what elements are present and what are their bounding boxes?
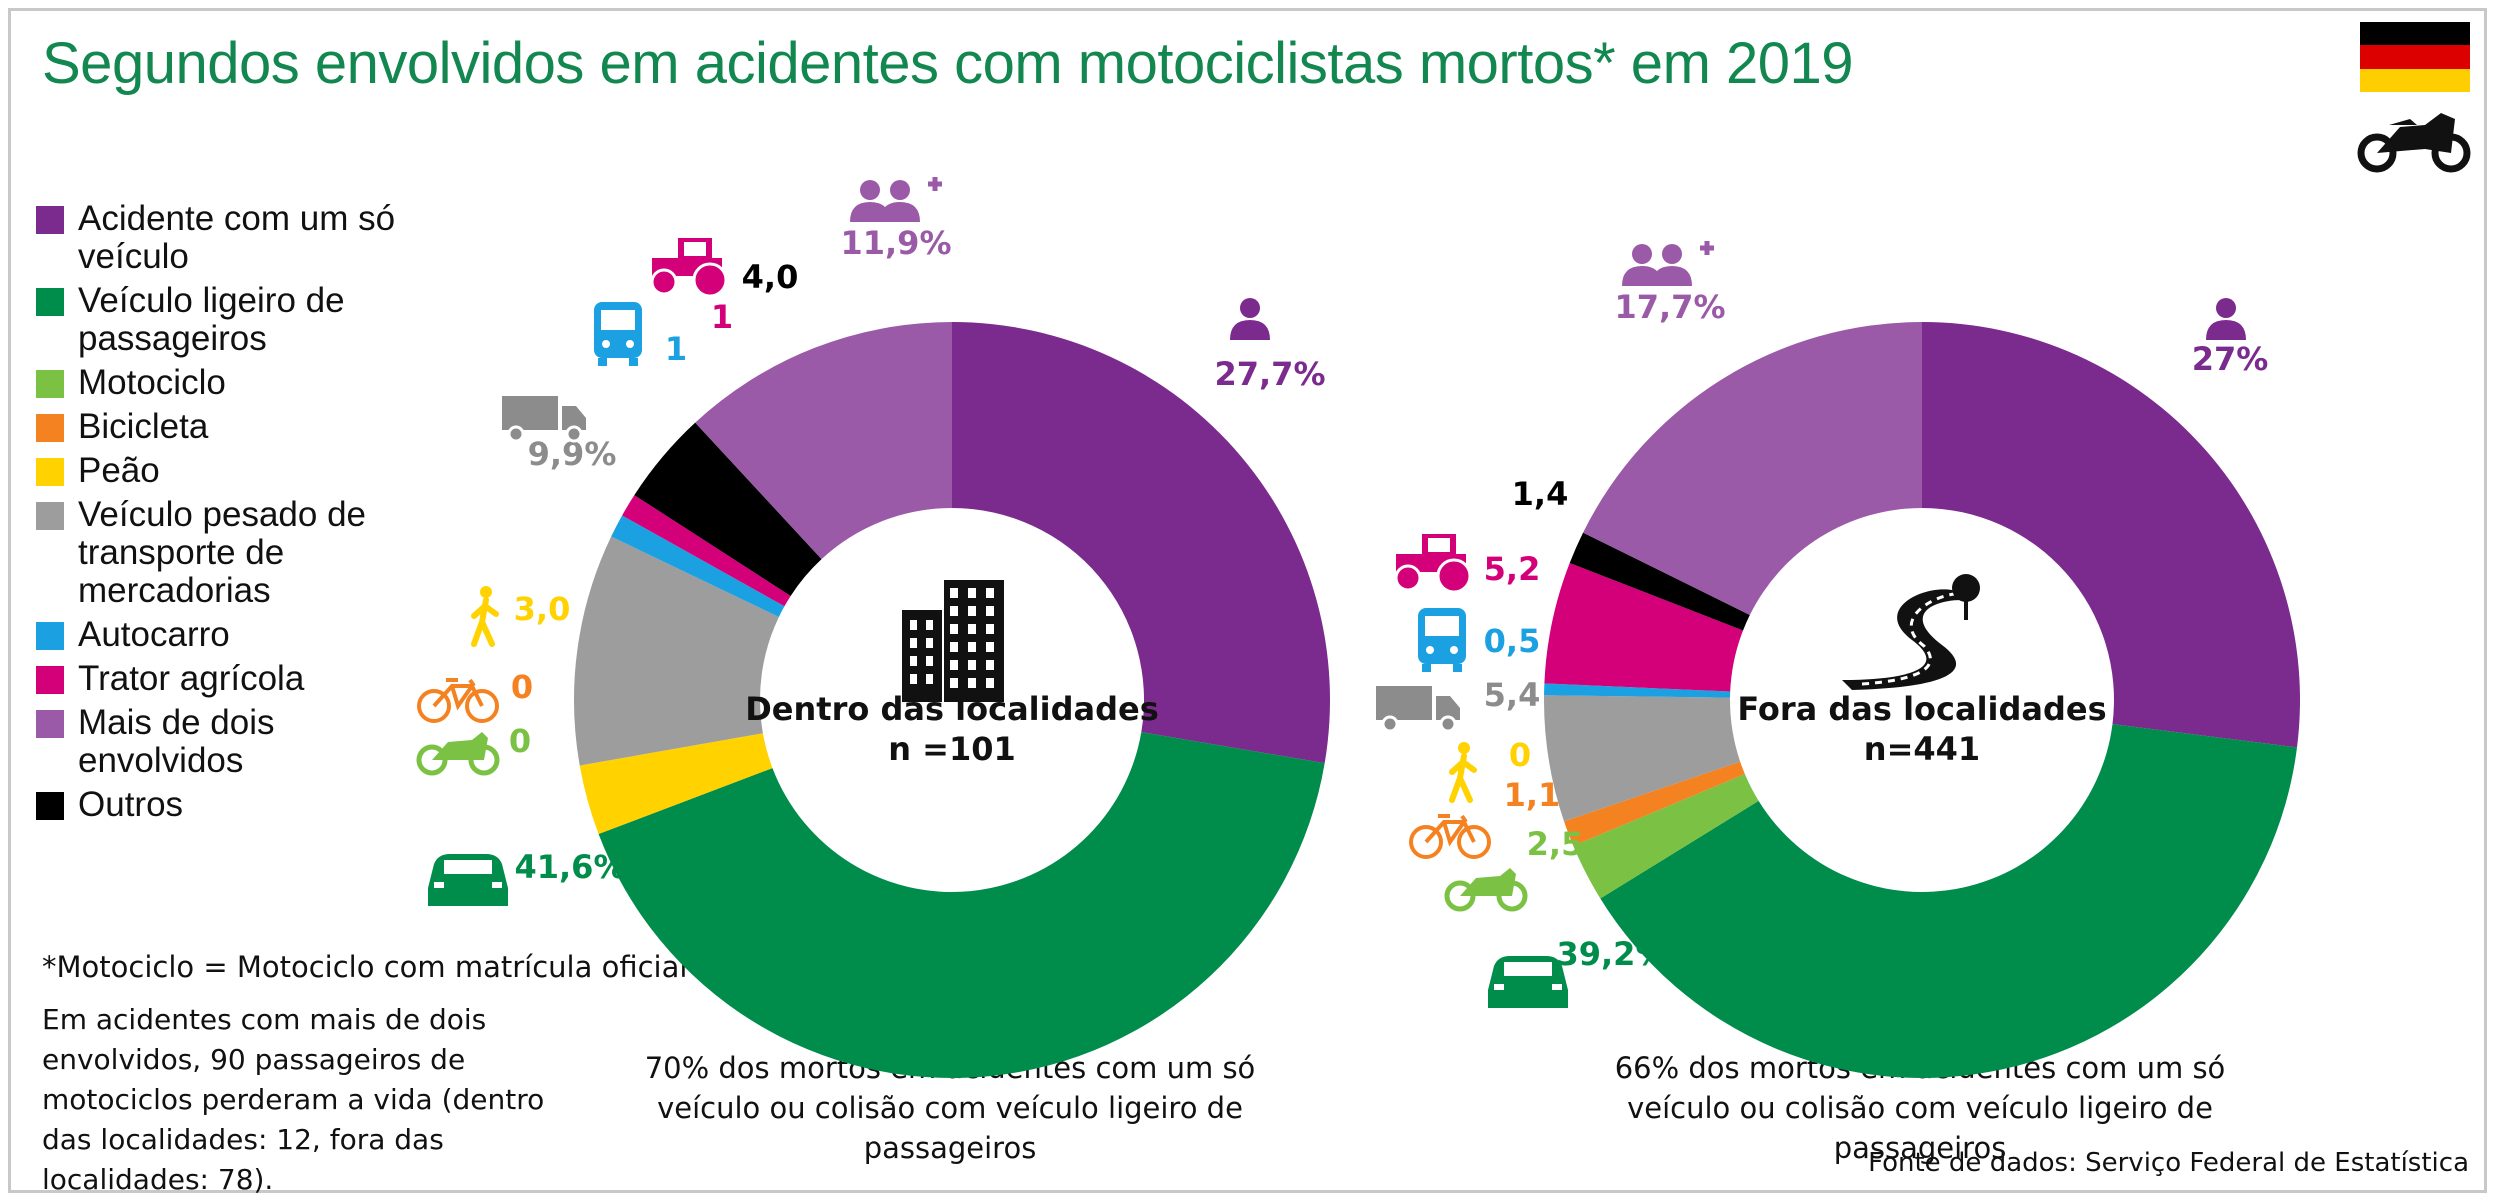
tractor-icon — [650, 238, 728, 298]
slice-single — [1922, 322, 2300, 748]
germany-flag-icon — [2360, 22, 2470, 92]
legend-swatch — [36, 370, 64, 398]
data-label-single: 27% — [2192, 340, 2269, 378]
data-label-single: 27,7% — [1214, 355, 1325, 393]
legend-item: Outros — [36, 786, 436, 824]
legend-item: Veículo pesado de transporte de mercador… — [36, 496, 436, 610]
legend-label: Autocarro — [78, 615, 230, 654]
legend-label: Motociclo — [78, 363, 226, 402]
ped-icon — [1449, 742, 1477, 803]
slice-bus — [1544, 683, 1731, 698]
car-icon — [428, 854, 508, 906]
slice-tractor — [1544, 563, 1744, 692]
legend-swatch — [36, 710, 64, 738]
tractor-icon — [1394, 534, 1472, 594]
multi-icon — [850, 177, 942, 222]
legend-label: Trator agrícola — [78, 659, 305, 698]
slice-moto — [1573, 774, 1759, 899]
ped-icon — [471, 586, 499, 647]
legend-label: Peão — [78, 451, 160, 490]
chart-center-title: Fora das localidades — [1737, 690, 2106, 728]
data-label-other: 1,4 — [1512, 475, 1569, 513]
slice-truck — [1544, 695, 1741, 822]
slice-tractor — [622, 495, 791, 607]
moto-icon — [1444, 868, 1528, 912]
legend-label: Outros — [78, 785, 184, 824]
data-label-bus: 1 — [665, 330, 687, 368]
data-label-tractor: 1 — [711, 298, 733, 336]
data-label-other: 4,0 — [742, 258, 799, 296]
multi-icon — [1622, 241, 1714, 286]
legend-item: Peão — [36, 452, 436, 490]
legend-item: Mais de dois envolvidos — [36, 704, 436, 780]
legend-label: Bicicleta — [78, 407, 209, 446]
chart-center-n: n=441 — [1864, 730, 1980, 768]
data-label-ped: 3,0 — [514, 590, 571, 628]
moto-icon — [416, 732, 500, 776]
legend-swatch — [36, 288, 64, 316]
chart-center-title: Dentro das localidades — [745, 690, 1159, 728]
slice-other — [634, 422, 822, 596]
slice-bus — [611, 515, 785, 617]
legend: Acidente com um só veículo Veículo ligei… — [36, 200, 436, 830]
slice-other — [1569, 532, 1750, 631]
legend-swatch — [36, 206, 64, 234]
slice-bike — [1563, 761, 1745, 846]
data-label-multi: 11,9% — [840, 224, 951, 262]
legend-swatch — [36, 458, 64, 486]
slice-car — [1600, 724, 2298, 1078]
legend-swatch — [36, 502, 64, 530]
car-icon — [1488, 956, 1568, 1008]
chart-center-n: n =101 — [888, 730, 1016, 768]
building-icon — [902, 580, 1004, 702]
slice-ped — [579, 733, 773, 835]
data-label-bus: 0,5 — [1484, 622, 1541, 660]
motorcycle-icon — [2357, 113, 2471, 173]
truck-icon — [502, 396, 586, 443]
legend-item: Veículo ligeiro de passageiros — [36, 282, 436, 358]
data-label-ped: 0 — [1509, 736, 1531, 774]
legend-label: Mais de dois envolvidos — [78, 703, 275, 780]
bike-icon — [417, 678, 499, 723]
legend-swatch — [36, 414, 64, 442]
data-label-bike: 1,1 — [1504, 776, 1561, 814]
passengers-note: Em acidentes com mais de dois envolvidos… — [42, 1003, 545, 1196]
legend-item: Motociclo — [36, 364, 436, 402]
legend-item: Autocarro — [36, 616, 436, 654]
single-icon — [2206, 298, 2246, 340]
legend-swatch — [36, 666, 64, 694]
data-label-car: 39,2% — [1556, 935, 1667, 973]
data-label-bike: 0 — [511, 668, 533, 706]
data-label-moto: 2,5 — [1527, 825, 1584, 863]
slice-multi — [695, 322, 952, 560]
legend-item: Trator agrícola — [36, 660, 436, 698]
legend-item: Bicicleta — [36, 408, 436, 446]
bus-icon — [594, 302, 642, 366]
data-label-tractor: 5,2 — [1484, 550, 1541, 588]
bus-icon — [1418, 608, 1466, 672]
data-label-moto: 0 — [509, 722, 531, 760]
legend-label: Veículo ligeiro de passageiros — [78, 281, 345, 358]
road-icon — [1842, 574, 1980, 690]
legend-swatch — [36, 792, 64, 820]
data-label-multi: 17,7% — [1614, 288, 1725, 326]
footnote: *Motociclo = Motociclo com matrícula ofi… — [42, 950, 688, 984]
slice-single — [952, 322, 1330, 764]
single-icon — [1230, 298, 1270, 340]
legend-swatch — [36, 622, 64, 650]
slice-truck — [573, 536, 779, 766]
data-source: Fonte de dados: Serviço Federal de Estat… — [1868, 1148, 2469, 1178]
truck-icon — [1376, 686, 1460, 733]
legend-label: Acidente com um só veículo — [78, 199, 396, 276]
legend-item: Acidente com um só veículo — [36, 200, 436, 276]
slice-car — [598, 732, 1325, 1079]
data-label-truck: 5,4 — [1484, 676, 1541, 714]
data-label-car: 41,6% — [514, 848, 625, 886]
chart-title: Segundos envolvidos em acidentes com mot… — [42, 31, 1854, 96]
legend-label: Veículo pesado de transporte de mercador… — [78, 495, 367, 610]
slice-multi — [1583, 322, 1922, 615]
bike-icon — [1409, 814, 1491, 859]
